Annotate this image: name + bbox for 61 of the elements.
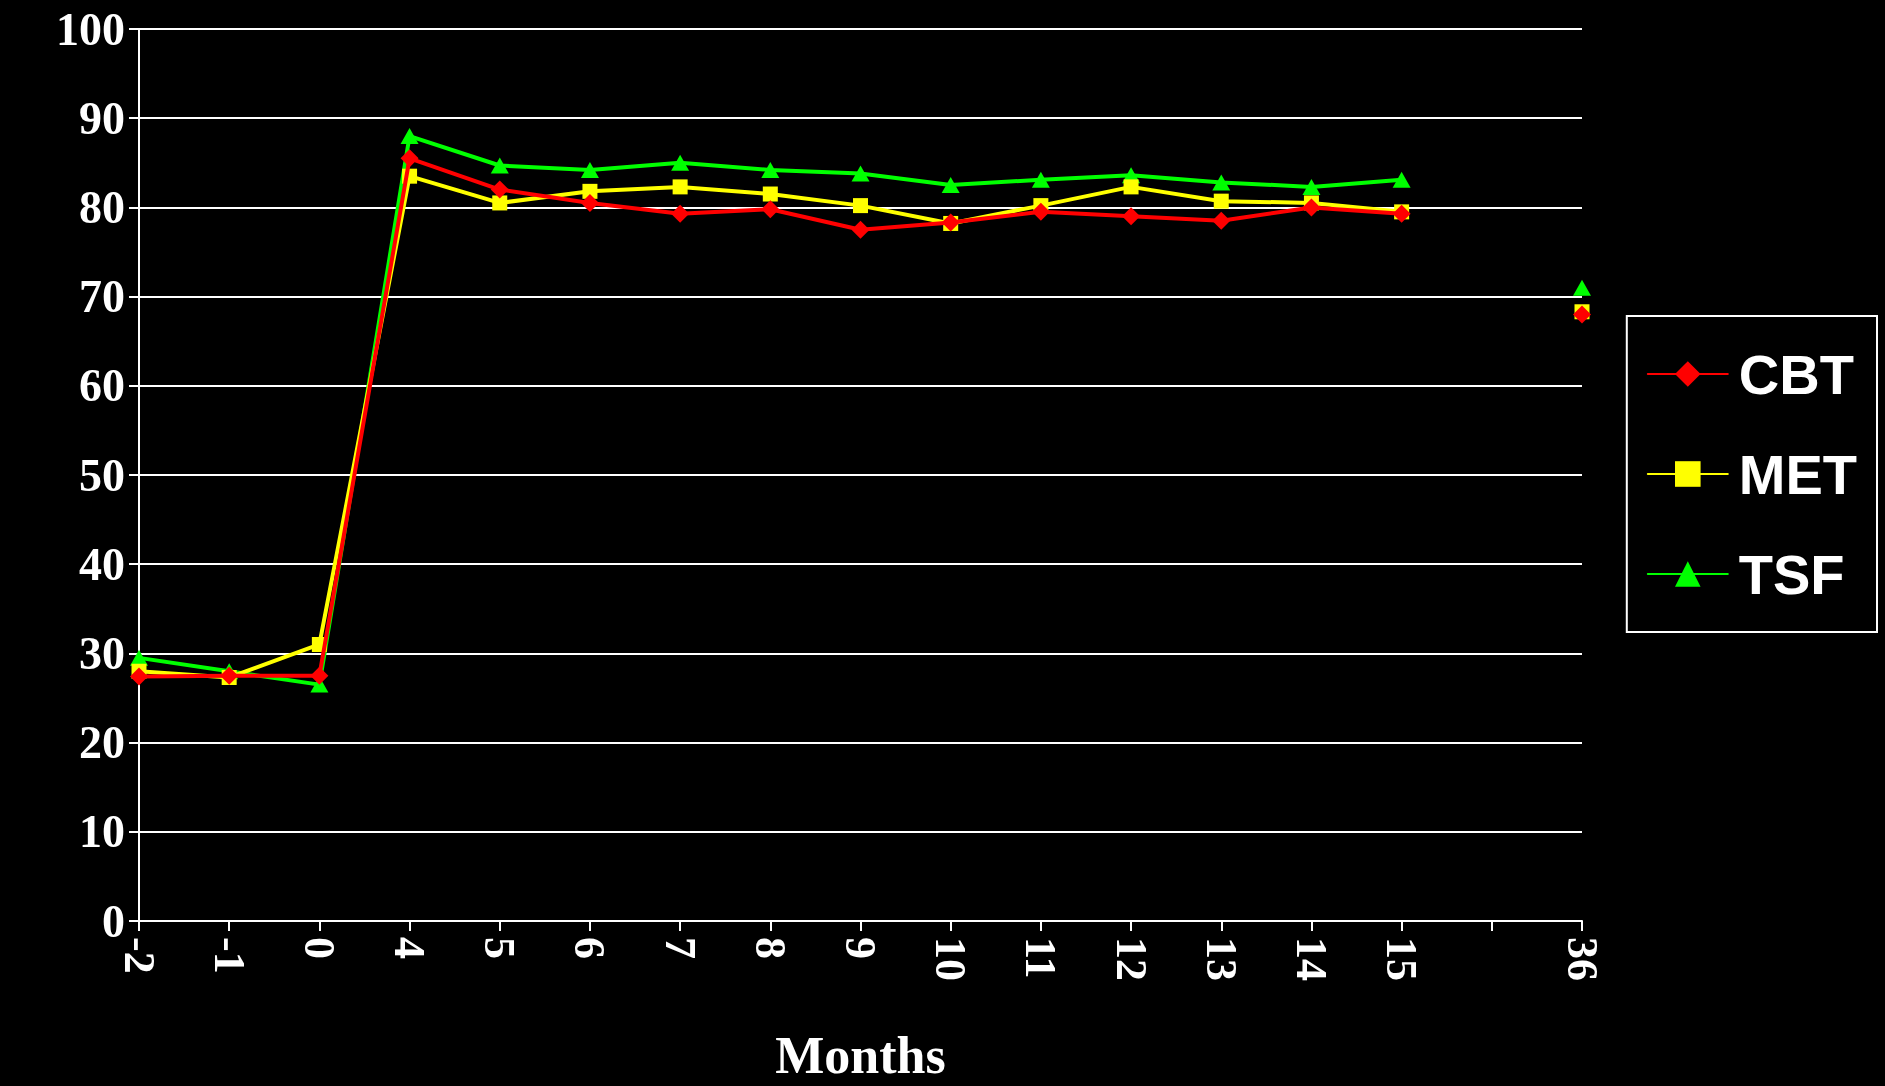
point <box>1031 202 1050 221</box>
point <box>492 195 508 211</box>
y-tick-label: 100 <box>56 3 125 55</box>
point <box>1212 211 1231 230</box>
x-tick-label: 7 <box>655 937 705 959</box>
y-tick-label: 20 <box>79 717 125 769</box>
x-tick-label: 8 <box>745 937 795 959</box>
point <box>853 198 868 214</box>
point <box>851 165 870 182</box>
point <box>851 220 870 239</box>
x-tick-label: 36 <box>1557 937 1607 981</box>
x-tick-label: 5 <box>475 937 525 959</box>
point <box>1123 179 1139 195</box>
point <box>1302 198 1321 217</box>
legend-label: MET <box>1738 442 1858 506</box>
x-tick-label: -2 <box>114 937 164 974</box>
legend-label: CBT <box>1738 342 1854 406</box>
point <box>672 179 688 195</box>
point <box>1213 193 1229 209</box>
x-axis-title: Months <box>775 1026 946 1084</box>
x-tick-label: 4 <box>385 937 435 959</box>
point <box>941 177 960 194</box>
point <box>580 161 599 178</box>
x-tick-label: 14 <box>1286 937 1336 981</box>
point <box>1573 279 1591 296</box>
point <box>490 157 509 174</box>
y-tick-label: 60 <box>79 360 125 412</box>
y-tick-label: 70 <box>79 271 125 323</box>
point <box>400 128 419 145</box>
x-tick-label: 9 <box>836 937 885 959</box>
point <box>761 161 780 178</box>
point <box>310 666 329 685</box>
x-tick-label: 10 <box>926 937 976 981</box>
x-tick-label: -1 <box>204 937 254 974</box>
point <box>1212 174 1231 191</box>
x-tick-label: 0 <box>294 937 344 959</box>
x-tick-label: 11 <box>1016 937 1066 979</box>
y-tick-label: 80 <box>79 181 125 233</box>
point <box>490 180 509 199</box>
point <box>671 204 690 223</box>
x-tick-label: 13 <box>1196 937 1246 981</box>
point <box>1392 171 1411 188</box>
x-tick-label: 6 <box>565 937 615 959</box>
y-tick-label: 90 <box>79 92 125 144</box>
point <box>1573 305 1591 324</box>
y-tick-label: 10 <box>79 806 125 858</box>
point <box>1302 178 1321 195</box>
x-tick-label: 15 <box>1377 937 1427 981</box>
point <box>761 200 780 219</box>
y-tick-label: 30 <box>79 627 125 679</box>
point <box>1122 207 1141 226</box>
point <box>580 193 599 212</box>
y-tick-label: 40 <box>79 538 125 590</box>
legend-label: TSF <box>1738 542 1845 606</box>
point <box>130 667 148 686</box>
x-tick-label: 12 <box>1106 937 1156 981</box>
point <box>671 154 690 171</box>
point <box>400 149 419 168</box>
point <box>1031 171 1050 188</box>
y-tick-label: 50 <box>79 449 125 501</box>
point <box>762 186 778 202</box>
